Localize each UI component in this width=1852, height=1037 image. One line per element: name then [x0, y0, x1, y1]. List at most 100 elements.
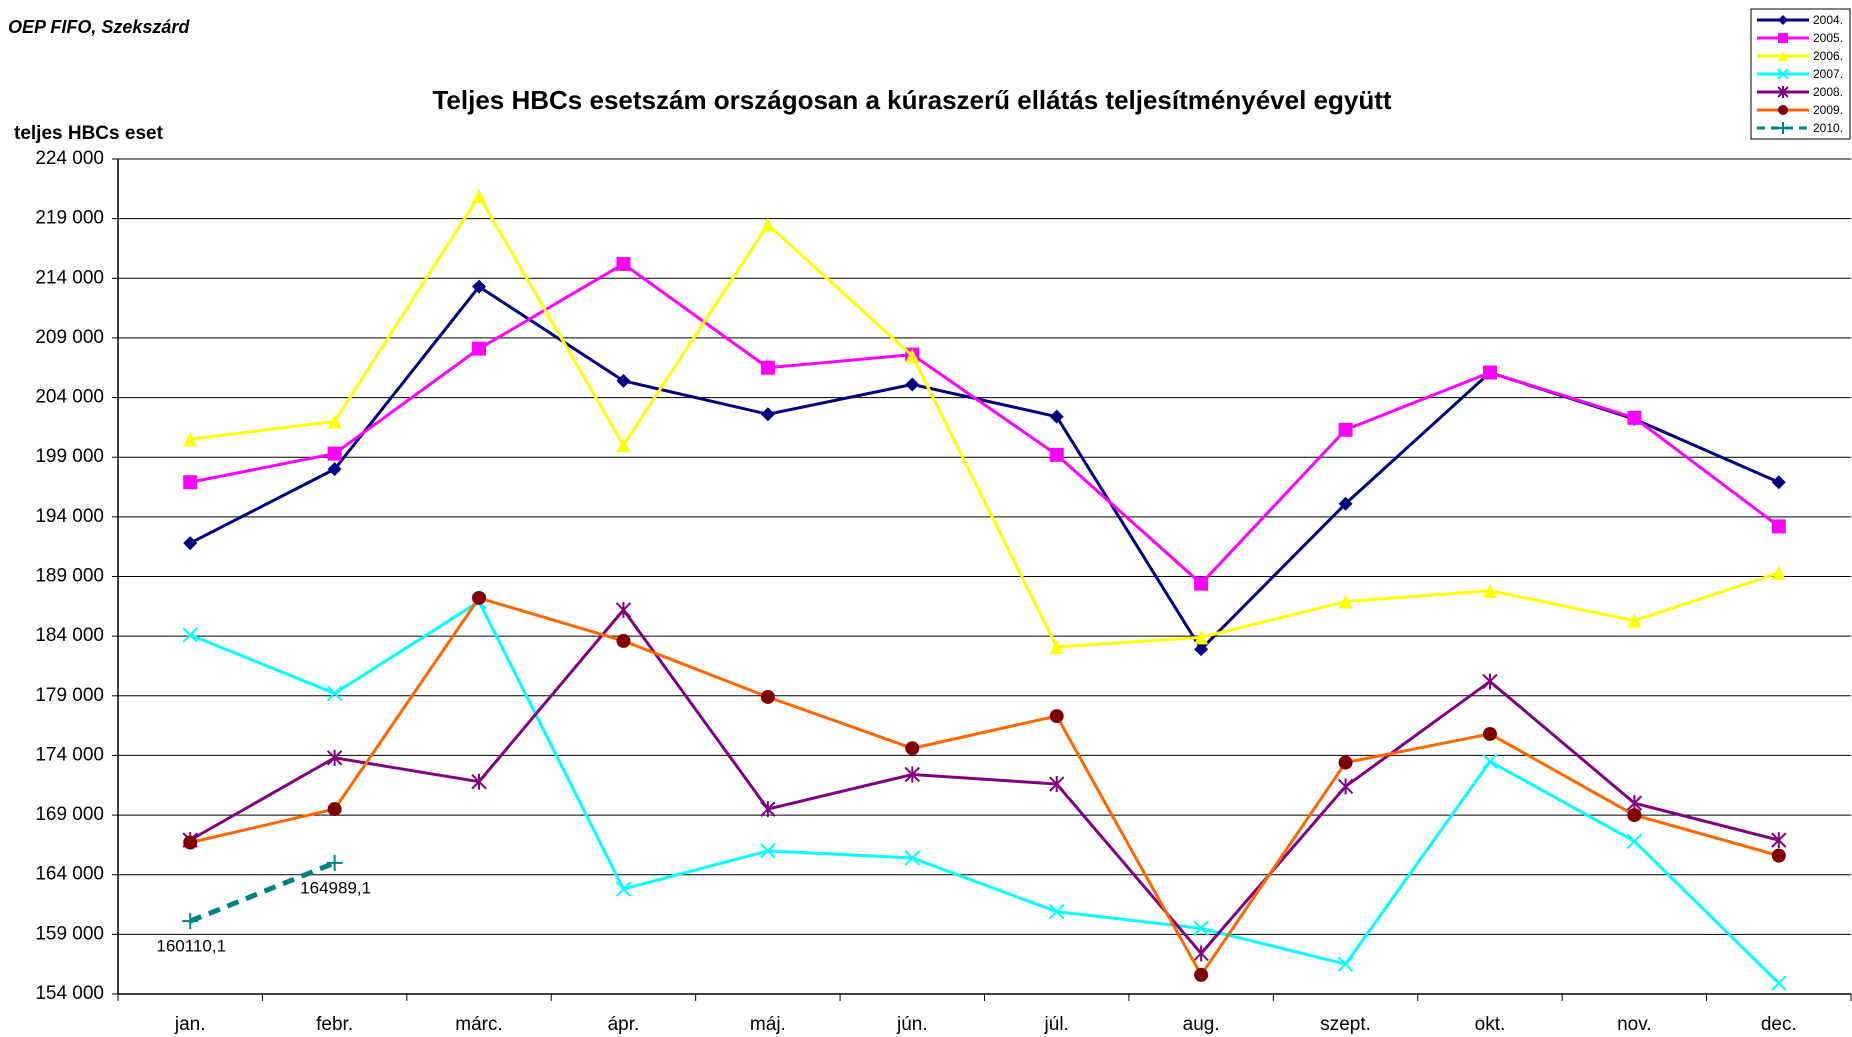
marker — [760, 360, 775, 375]
marker — [1771, 832, 1787, 849]
header: OEP FIFO, Szekszárd — [8, 17, 190, 37]
y-tick-label: 224 000 — [35, 148, 104, 169]
marker — [905, 348, 920, 363]
y-tick-label: 159 000 — [35, 923, 104, 944]
marker — [1338, 496, 1353, 511]
marker — [182, 913, 199, 930]
marker — [616, 438, 631, 453]
y-tick-label: 174 000 — [35, 744, 104, 765]
marker — [1193, 920, 1209, 937]
x-tick-label: ápr. — [608, 1014, 640, 1035]
data-label: 164989,1 — [300, 878, 371, 897]
y-tick-label: 209 000 — [35, 327, 104, 348]
marker — [904, 850, 920, 866]
marker — [1194, 967, 1209, 982]
marker — [1778, 15, 1788, 25]
marker — [471, 773, 487, 790]
marker — [1049, 709, 1064, 724]
marker — [1049, 409, 1064, 424]
marker — [1626, 833, 1643, 850]
x-tick-label: jún. — [896, 1014, 928, 1035]
y-tick-label: 184 000 — [35, 625, 104, 646]
marker — [1194, 630, 1209, 645]
marker — [760, 217, 775, 232]
marker — [1777, 122, 1789, 134]
marker — [183, 835, 198, 850]
marker — [1627, 613, 1642, 628]
series-line — [189, 596, 1780, 978]
marker — [1338, 594, 1353, 609]
marker — [616, 373, 631, 388]
x-tick-label: dec. — [1761, 1014, 1797, 1035]
marker — [472, 279, 487, 294]
x-tick-label: jan. — [174, 1014, 206, 1035]
marker — [1771, 565, 1786, 580]
marker — [760, 407, 775, 422]
marker — [1194, 642, 1209, 657]
series-line — [189, 262, 1780, 586]
x-tick-label: júl. — [1044, 1014, 1069, 1035]
marker — [183, 475, 198, 490]
marker — [1049, 903, 1065, 920]
legend-label: 2007. — [1813, 67, 1843, 81]
marker — [1627, 808, 1642, 823]
marker — [1771, 519, 1786, 534]
x-tick-label: febr. — [316, 1014, 353, 1035]
x-tick-label: szept. — [1320, 1014, 1371, 1035]
x-tick-label: aug. — [1183, 1014, 1220, 1035]
legend-label: 2006. — [1813, 49, 1843, 63]
marker — [327, 446, 342, 461]
marker — [326, 854, 343, 871]
marker — [1337, 778, 1354, 795]
marker — [1338, 755, 1353, 770]
marker — [1482, 583, 1497, 598]
data-label: 160110,1 — [156, 937, 226, 956]
y-tick-label: 219 000 — [35, 208, 104, 229]
legend-label: 2009. — [1813, 103, 1843, 117]
marker — [472, 188, 487, 203]
chart-title: Teljes HBCs esetszám országosan a kúrasz… — [432, 85, 1391, 115]
marker — [1482, 726, 1497, 741]
y-tick-label: 199 000 — [35, 446, 104, 467]
marker — [1049, 776, 1065, 793]
y-tick-label: 179 000 — [35, 685, 104, 706]
marker — [1771, 975, 1787, 991]
y-tick-label: 214 000 — [35, 267, 104, 288]
series-line — [189, 860, 336, 924]
marker — [904, 766, 920, 783]
marker — [182, 627, 198, 643]
marker — [616, 256, 631, 271]
legend-label: 2010. — [1813, 121, 1843, 135]
marker — [472, 341, 487, 356]
marker — [1194, 576, 1209, 591]
marker — [760, 801, 776, 818]
marker — [326, 685, 343, 702]
marker — [1771, 475, 1786, 490]
series-line — [190, 193, 1780, 649]
y-tick-label: 204 000 — [35, 387, 104, 408]
legend-label: 2004. — [1813, 13, 1843, 27]
legend-label: 2005. — [1813, 31, 1843, 45]
marker — [615, 881, 632, 897]
x-tick-label: nov. — [1617, 1014, 1652, 1035]
marker — [1778, 105, 1788, 115]
marker — [905, 377, 920, 392]
marker — [1337, 956, 1354, 972]
marker — [1482, 673, 1498, 690]
marker — [905, 741, 920, 756]
x-tick-label: máj. — [750, 1014, 786, 1035]
marker — [1778, 51, 1788, 61]
marker — [472, 590, 487, 605]
marker — [327, 462, 342, 477]
x-tick-label: okt. — [1475, 1014, 1506, 1035]
marker — [1482, 753, 1498, 770]
marker — [1193, 945, 1209, 962]
marker — [1627, 410, 1642, 425]
series-line — [189, 607, 1780, 956]
marker — [1777, 86, 1789, 98]
y-tick-label: 164 000 — [35, 864, 104, 885]
marker — [183, 432, 198, 447]
series-line — [189, 599, 1780, 985]
marker — [616, 633, 631, 648]
